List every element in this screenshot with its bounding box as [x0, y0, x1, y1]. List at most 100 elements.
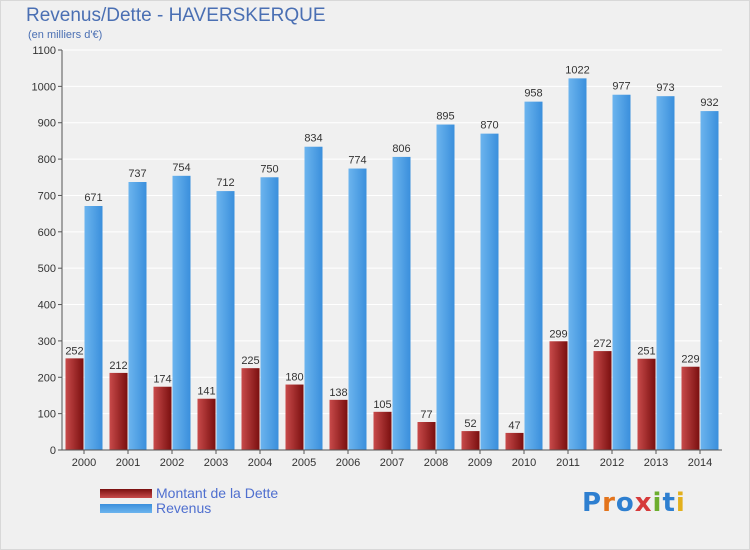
legend-label-debt: Montant de la Dette — [156, 485, 279, 501]
label-revenue-2011: 1022 — [565, 64, 589, 76]
x-tick-label-2010: 2010 — [512, 457, 536, 469]
data-labels: 252 671 212 737 174 754 141 712 225 750 180 834 138 7… — [65, 64, 718, 432]
proxiti-logo: Proxiti — [582, 488, 686, 518]
bar-debt-2012 — [593, 351, 612, 450]
bar-revenue-2003 — [216, 191, 235, 450]
chart-subtitle: (en milliers d'€) — [28, 29, 103, 41]
x-tick-label-2005: 2005 — [292, 457, 316, 469]
logo-letter: r — [602, 488, 616, 518]
x-tick-label-2014: 2014 — [688, 457, 712, 469]
bar-revenue-2013 — [656, 96, 675, 450]
label-debt-2010: 47 — [508, 420, 520, 432]
y-tick-label: 600 — [38, 227, 56, 239]
x-tick-label-2001: 2001 — [116, 457, 140, 469]
label-revenue-2007: 806 — [392, 143, 410, 155]
label-revenue-2002: 754 — [172, 162, 190, 174]
y-tick-label: 300 — [38, 336, 56, 348]
y-tick-label: 700 — [38, 190, 56, 202]
legend-swatch-revenue — [100, 504, 152, 513]
bar-revenue-2006 — [348, 168, 367, 450]
logo-letter: P — [582, 488, 603, 518]
label-debt-2004: 225 — [241, 355, 259, 367]
legend-swatch-debt — [100, 489, 152, 498]
x-tick-label-2002: 2002 — [160, 457, 184, 469]
label-revenue-2008: 895 — [436, 111, 454, 123]
x-tick-label-2003: 2003 — [204, 457, 228, 469]
bar-debt-2005 — [285, 384, 304, 450]
label-revenue-2013: 973 — [656, 82, 674, 94]
x-tick-label-2007: 2007 — [380, 457, 404, 469]
label-revenue-2014: 932 — [700, 97, 718, 109]
label-debt-2011: 299 — [549, 328, 567, 340]
y-tick-label: 100 — [38, 409, 56, 421]
label-debt-2002: 174 — [153, 374, 171, 386]
bar-debt-2013 — [637, 358, 656, 450]
y-tick-label: 800 — [38, 154, 56, 166]
legend-label-revenue: Revenus — [156, 500, 212, 516]
label-revenue-2006: 774 — [348, 155, 366, 167]
bar-debt-2000 — [65, 358, 84, 450]
y-tick-label: 500 — [38, 263, 56, 275]
label-debt-2009: 52 — [464, 418, 476, 430]
bar-debt-2004 — [241, 368, 260, 450]
bar-debt-2009 — [461, 431, 480, 450]
bar-revenue-2004 — [260, 177, 279, 451]
x-tick-label-2012: 2012 — [600, 457, 624, 469]
label-revenue-2009: 870 — [480, 120, 498, 132]
label-revenue-2000: 671 — [84, 192, 102, 204]
bar-debt-2010 — [505, 432, 524, 450]
bar-debt-2014 — [681, 366, 700, 450]
label-debt-2012: 272 — [593, 338, 611, 350]
label-revenue-2001: 737 — [128, 168, 146, 180]
bar-debt-2006 — [329, 399, 348, 450]
y-tick-label: 1000 — [32, 81, 56, 93]
bar-debt-2007 — [373, 411, 392, 450]
x-tick-label-2008: 2008 — [424, 457, 448, 469]
x-tick-label-2000: 2000 — [72, 457, 96, 469]
bar-debt-2008 — [417, 422, 436, 450]
x-tick-label-2011: 2011 — [556, 457, 580, 469]
label-debt-2008: 77 — [420, 409, 432, 421]
label-revenue-2005: 834 — [304, 133, 322, 145]
label-revenue-2004: 750 — [260, 163, 278, 175]
bar-revenue-2001 — [128, 182, 147, 450]
chart-title: Revenus/Dette - HAVERSKERQUE — [26, 5, 326, 26]
label-revenue-2012: 977 — [612, 81, 630, 93]
label-revenue-2003: 712 — [216, 177, 234, 189]
bar-debt-2011 — [549, 341, 568, 450]
label-revenue-2010: 958 — [524, 88, 542, 100]
logo-letter: i — [652, 488, 663, 518]
bar-revenue-2014 — [700, 111, 719, 450]
x-tick-label-2004: 2004 — [248, 457, 272, 469]
bar-revenue-2002 — [172, 175, 191, 450]
bar-revenue-2007 — [392, 156, 411, 450]
axes: 0 100 200 300 400 500 600 700 800 900 1000 1100 2000… — [32, 45, 722, 469]
y-tick-label: 400 — [38, 300, 56, 312]
label-debt-2013: 251 — [637, 346, 655, 358]
logo-letter: o — [615, 488, 635, 518]
x-tick-label-2013: 2013 — [644, 457, 668, 469]
x-tick-label-2009: 2009 — [468, 457, 492, 469]
label-debt-2003: 141 — [197, 386, 215, 398]
label-debt-2014: 229 — [681, 354, 699, 366]
bar-revenue-2009 — [480, 133, 499, 451]
bar-debt-2002 — [153, 386, 172, 450]
logo-letter: i — [675, 488, 686, 518]
y-tick-label: 200 — [38, 372, 56, 384]
label-debt-2007: 105 — [373, 399, 391, 411]
label-debt-2001: 212 — [109, 360, 127, 372]
label-debt-2000: 252 — [65, 345, 83, 357]
bar-revenue-2012 — [612, 94, 631, 451]
bar-revenue-2008 — [436, 124, 455, 450]
y-tick-label: 900 — [38, 118, 56, 130]
x-tick-label-2006: 2006 — [336, 457, 360, 469]
bar-debt-2003 — [197, 398, 216, 450]
logo-letter: t — [662, 488, 676, 518]
y-tick-label: 0 — [50, 445, 56, 457]
bar-revenue-2005 — [304, 146, 323, 450]
label-debt-2006: 138 — [329, 387, 347, 399]
label-debt-2005: 180 — [285, 372, 303, 384]
y-tick-label: 1100 — [32, 45, 56, 57]
bar-revenue-2011 — [568, 78, 587, 450]
